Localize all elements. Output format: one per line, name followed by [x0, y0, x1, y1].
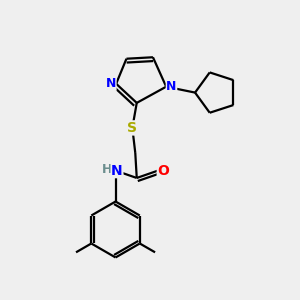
- Text: N: N: [166, 80, 177, 93]
- Text: S: S: [127, 121, 137, 135]
- Text: O: O: [157, 164, 169, 178]
- Text: N: N: [111, 164, 123, 178]
- Text: N: N: [106, 77, 116, 90]
- Text: H: H: [102, 163, 112, 176]
